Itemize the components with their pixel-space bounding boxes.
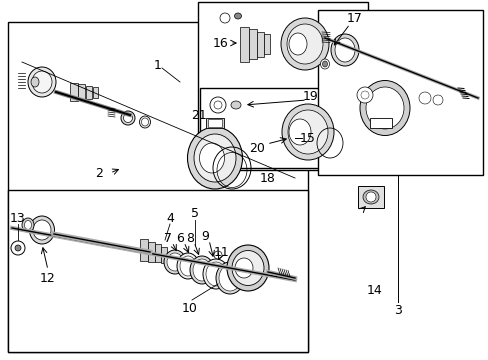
Ellipse shape bbox=[194, 134, 236, 182]
Bar bbox=[148, 242, 155, 262]
Text: 8: 8 bbox=[185, 231, 194, 244]
Bar bbox=[248, 29, 257, 59]
Bar bbox=[86, 86, 92, 99]
Bar bbox=[240, 27, 248, 62]
Bar bbox=[140, 239, 148, 261]
Circle shape bbox=[214, 251, 222, 259]
Ellipse shape bbox=[320, 59, 329, 69]
Circle shape bbox=[418, 92, 430, 104]
Circle shape bbox=[220, 13, 229, 23]
Ellipse shape bbox=[22, 218, 34, 232]
Bar bbox=[93, 86, 98, 98]
Ellipse shape bbox=[167, 253, 183, 271]
Ellipse shape bbox=[31, 77, 39, 87]
Ellipse shape bbox=[32, 71, 52, 93]
Ellipse shape bbox=[362, 190, 378, 204]
Ellipse shape bbox=[199, 143, 224, 173]
Circle shape bbox=[432, 95, 442, 105]
Text: 11: 11 bbox=[214, 246, 229, 258]
Ellipse shape bbox=[163, 250, 185, 274]
Bar bbox=[161, 247, 167, 263]
Text: 5: 5 bbox=[191, 207, 199, 220]
Bar bbox=[317, 10, 482, 175]
Circle shape bbox=[360, 91, 368, 99]
Text: 16: 16 bbox=[212, 36, 227, 50]
Bar bbox=[369, 118, 391, 128]
Ellipse shape bbox=[287, 110, 327, 154]
Ellipse shape bbox=[282, 104, 333, 160]
Text: 6: 6 bbox=[176, 231, 183, 244]
Ellipse shape bbox=[216, 262, 244, 294]
Text: 2: 2 bbox=[95, 166, 103, 180]
Text: 15: 15 bbox=[300, 131, 315, 144]
Ellipse shape bbox=[28, 67, 56, 97]
Bar bbox=[70, 83, 78, 101]
Text: 10: 10 bbox=[182, 302, 198, 315]
Ellipse shape bbox=[139, 116, 150, 128]
Text: 21: 21 bbox=[191, 108, 206, 122]
Ellipse shape bbox=[190, 256, 214, 284]
Ellipse shape bbox=[123, 113, 132, 122]
Text: 1: 1 bbox=[154, 59, 162, 72]
Ellipse shape bbox=[226, 245, 268, 291]
Circle shape bbox=[356, 87, 372, 103]
Ellipse shape bbox=[359, 81, 409, 135]
Circle shape bbox=[209, 97, 225, 113]
Ellipse shape bbox=[121, 111, 135, 125]
Bar bbox=[155, 244, 161, 262]
Ellipse shape bbox=[230, 101, 241, 109]
Text: 3: 3 bbox=[393, 303, 401, 316]
Circle shape bbox=[365, 192, 375, 202]
Ellipse shape bbox=[231, 251, 264, 285]
Ellipse shape bbox=[29, 216, 54, 244]
Ellipse shape bbox=[177, 253, 199, 279]
Ellipse shape bbox=[33, 220, 51, 240]
Bar bbox=[78, 84, 85, 100]
Text: 14: 14 bbox=[366, 284, 382, 297]
Bar bbox=[198, 2, 367, 170]
Ellipse shape bbox=[219, 265, 241, 291]
Text: 19: 19 bbox=[302, 90, 317, 103]
Ellipse shape bbox=[322, 61, 327, 67]
Ellipse shape bbox=[187, 127, 242, 189]
Ellipse shape bbox=[334, 38, 354, 62]
Ellipse shape bbox=[141, 118, 148, 126]
Circle shape bbox=[15, 245, 21, 251]
Ellipse shape bbox=[286, 24, 323, 64]
Ellipse shape bbox=[180, 256, 196, 276]
Ellipse shape bbox=[281, 18, 328, 70]
Ellipse shape bbox=[288, 33, 306, 55]
Ellipse shape bbox=[24, 220, 31, 230]
Ellipse shape bbox=[234, 13, 241, 19]
Text: 12: 12 bbox=[40, 271, 56, 284]
Text: 9: 9 bbox=[201, 230, 208, 243]
Text: 18: 18 bbox=[260, 171, 275, 185]
Ellipse shape bbox=[203, 259, 228, 289]
Ellipse shape bbox=[235, 258, 252, 278]
Bar bbox=[200, 88, 359, 168]
Ellipse shape bbox=[288, 119, 310, 145]
Text: 4: 4 bbox=[166, 212, 174, 225]
Circle shape bbox=[214, 101, 222, 109]
Bar bbox=[357, 186, 383, 208]
Text: 13: 13 bbox=[10, 212, 26, 225]
Bar bbox=[257, 32, 264, 57]
Bar bbox=[8, 22, 307, 352]
Bar bbox=[205, 118, 224, 128]
Bar bbox=[207, 119, 222, 127]
Ellipse shape bbox=[193, 259, 210, 281]
Ellipse shape bbox=[330, 34, 358, 66]
Ellipse shape bbox=[205, 262, 225, 286]
Bar bbox=[264, 34, 269, 54]
Text: 17: 17 bbox=[346, 12, 362, 24]
Text: 7: 7 bbox=[163, 231, 172, 244]
Bar bbox=[8, 190, 307, 352]
Text: 20: 20 bbox=[248, 141, 264, 154]
Ellipse shape bbox=[365, 87, 403, 129]
Circle shape bbox=[11, 241, 25, 255]
